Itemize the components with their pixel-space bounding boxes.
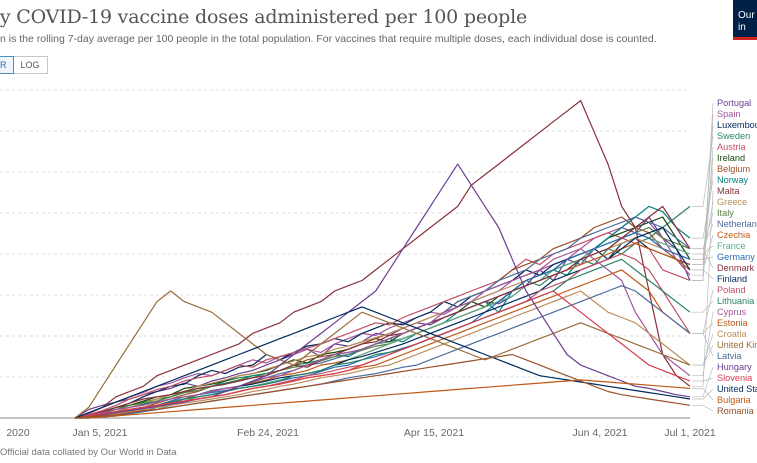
legend-connector bbox=[692, 245, 714, 255]
legend-label[interactable]: Estonia bbox=[717, 318, 749, 328]
legend-label[interactable]: Denmark bbox=[717, 263, 755, 273]
legend-label[interactable]: Slovenia bbox=[717, 373, 753, 383]
logo-line-2: in bbox=[738, 22, 746, 33]
legend-label[interactable]: Portugal bbox=[717, 98, 751, 108]
x-axis: 2020 Jan 5, 2021 Feb 24, 2021 Apr 15, 2021 J… bbox=[6, 427, 716, 439]
legend-label[interactable]: Italy bbox=[717, 208, 734, 218]
legend-connector bbox=[692, 333, 714, 357]
x-tick-label: Jun 4, 2021 bbox=[573, 427, 628, 439]
series-line bbox=[74, 290, 691, 419]
legend-label[interactable]: France bbox=[717, 241, 746, 251]
x-tick-label: 2020 bbox=[6, 427, 30, 439]
legend-label[interactable]: Netherlands bbox=[717, 219, 757, 229]
legend-label[interactable]: Romania bbox=[717, 406, 755, 416]
series-line bbox=[74, 205, 691, 419]
legend-connector bbox=[692, 179, 714, 239]
x-tick-label: Apr 15, 2021 bbox=[404, 427, 464, 439]
series-line bbox=[74, 242, 691, 419]
legend-label[interactable]: Greece bbox=[717, 197, 747, 207]
legend-label[interactable]: Lithuania bbox=[717, 296, 755, 306]
legend-connector bbox=[692, 135, 714, 207]
legend-connector bbox=[692, 289, 714, 334]
series-line bbox=[75, 379, 691, 419]
legend-label[interactable]: Poland bbox=[717, 285, 746, 295]
legend-label[interactable]: Croatia bbox=[717, 329, 748, 339]
x-tick-label: Feb 24, 2021 bbox=[237, 427, 299, 439]
legend-label[interactable]: Austria bbox=[717, 142, 746, 152]
legend-connector bbox=[692, 344, 714, 366]
log-scale-button[interactable]: LOG bbox=[13, 56, 48, 74]
series-line bbox=[74, 290, 691, 419]
legend-label[interactable]: Belgium bbox=[717, 164, 751, 174]
series-line bbox=[74, 99, 691, 419]
series-line bbox=[74, 258, 691, 419]
series-line bbox=[74, 216, 691, 419]
legend-connector bbox=[692, 248, 714, 269]
legend-label[interactable]: Bulgaria bbox=[717, 395, 752, 405]
legend-connector bbox=[692, 388, 714, 401]
series-line bbox=[74, 163, 691, 419]
legend-label[interactable]: Hungary bbox=[717, 362, 752, 372]
legend-connector bbox=[692, 269, 714, 280]
legend-connector bbox=[692, 366, 714, 398]
legend-connector bbox=[692, 377, 714, 382]
legend-label[interactable]: Ireland bbox=[717, 153, 745, 163]
legend-label[interactable]: Malta bbox=[717, 186, 740, 196]
legend-connector bbox=[692, 404, 714, 412]
linear-scale-button[interactable]: R bbox=[0, 56, 14, 74]
chart-title: ly COVID-19 vaccine doses administered p… bbox=[0, 6, 528, 28]
legend-label[interactable]: Luxembourg bbox=[717, 120, 757, 130]
legend-connector bbox=[692, 256, 714, 260]
series-line bbox=[74, 248, 691, 419]
series-line bbox=[74, 290, 691, 419]
legend-connector bbox=[692, 190, 714, 387]
legend-connector bbox=[692, 388, 714, 400]
series-line bbox=[74, 232, 691, 419]
legend: PortugalSpainLuxembourgSwedenAustriaIrel… bbox=[692, 98, 757, 416]
series-line bbox=[74, 205, 691, 419]
scale-toggle: R LOG bbox=[0, 56, 48, 74]
legend-label[interactable]: Norway bbox=[717, 175, 749, 185]
series-line bbox=[74, 205, 691, 419]
series-line bbox=[74, 232, 691, 419]
series-line bbox=[74, 353, 691, 419]
legend-label[interactable]: Sweden bbox=[717, 131, 750, 141]
legend-connector bbox=[692, 300, 714, 313]
legend-label[interactable]: Germany bbox=[717, 252, 755, 262]
legend-label[interactable]: United States bbox=[717, 384, 757, 394]
legend-connector bbox=[692, 311, 714, 377]
legend-connector bbox=[692, 124, 714, 265]
x-tick-label: Jul 1, 2021 bbox=[664, 427, 716, 439]
footer-source: Official data collated by Our World in D… bbox=[0, 447, 177, 458]
legend-label[interactable]: United Kingdom bbox=[717, 340, 757, 350]
legend-label[interactable]: Finland bbox=[717, 274, 747, 284]
grid bbox=[0, 89, 690, 419]
legend-label[interactable]: Cyprus bbox=[717, 307, 747, 317]
owid-logo[interactable]: Our in bbox=[733, 0, 757, 40]
logo-line-1: Our bbox=[738, 10, 755, 21]
chart-subtitle: n is the rolling 7-day average per 100 p… bbox=[0, 33, 657, 45]
legend-label[interactable]: Latvia bbox=[717, 351, 742, 361]
x-tick-label: Jan 5, 2021 bbox=[73, 427, 128, 439]
chart-lines bbox=[74, 99, 691, 419]
legend-label[interactable]: Czechia bbox=[717, 230, 751, 240]
legend-label[interactable]: Spain bbox=[717, 109, 741, 119]
